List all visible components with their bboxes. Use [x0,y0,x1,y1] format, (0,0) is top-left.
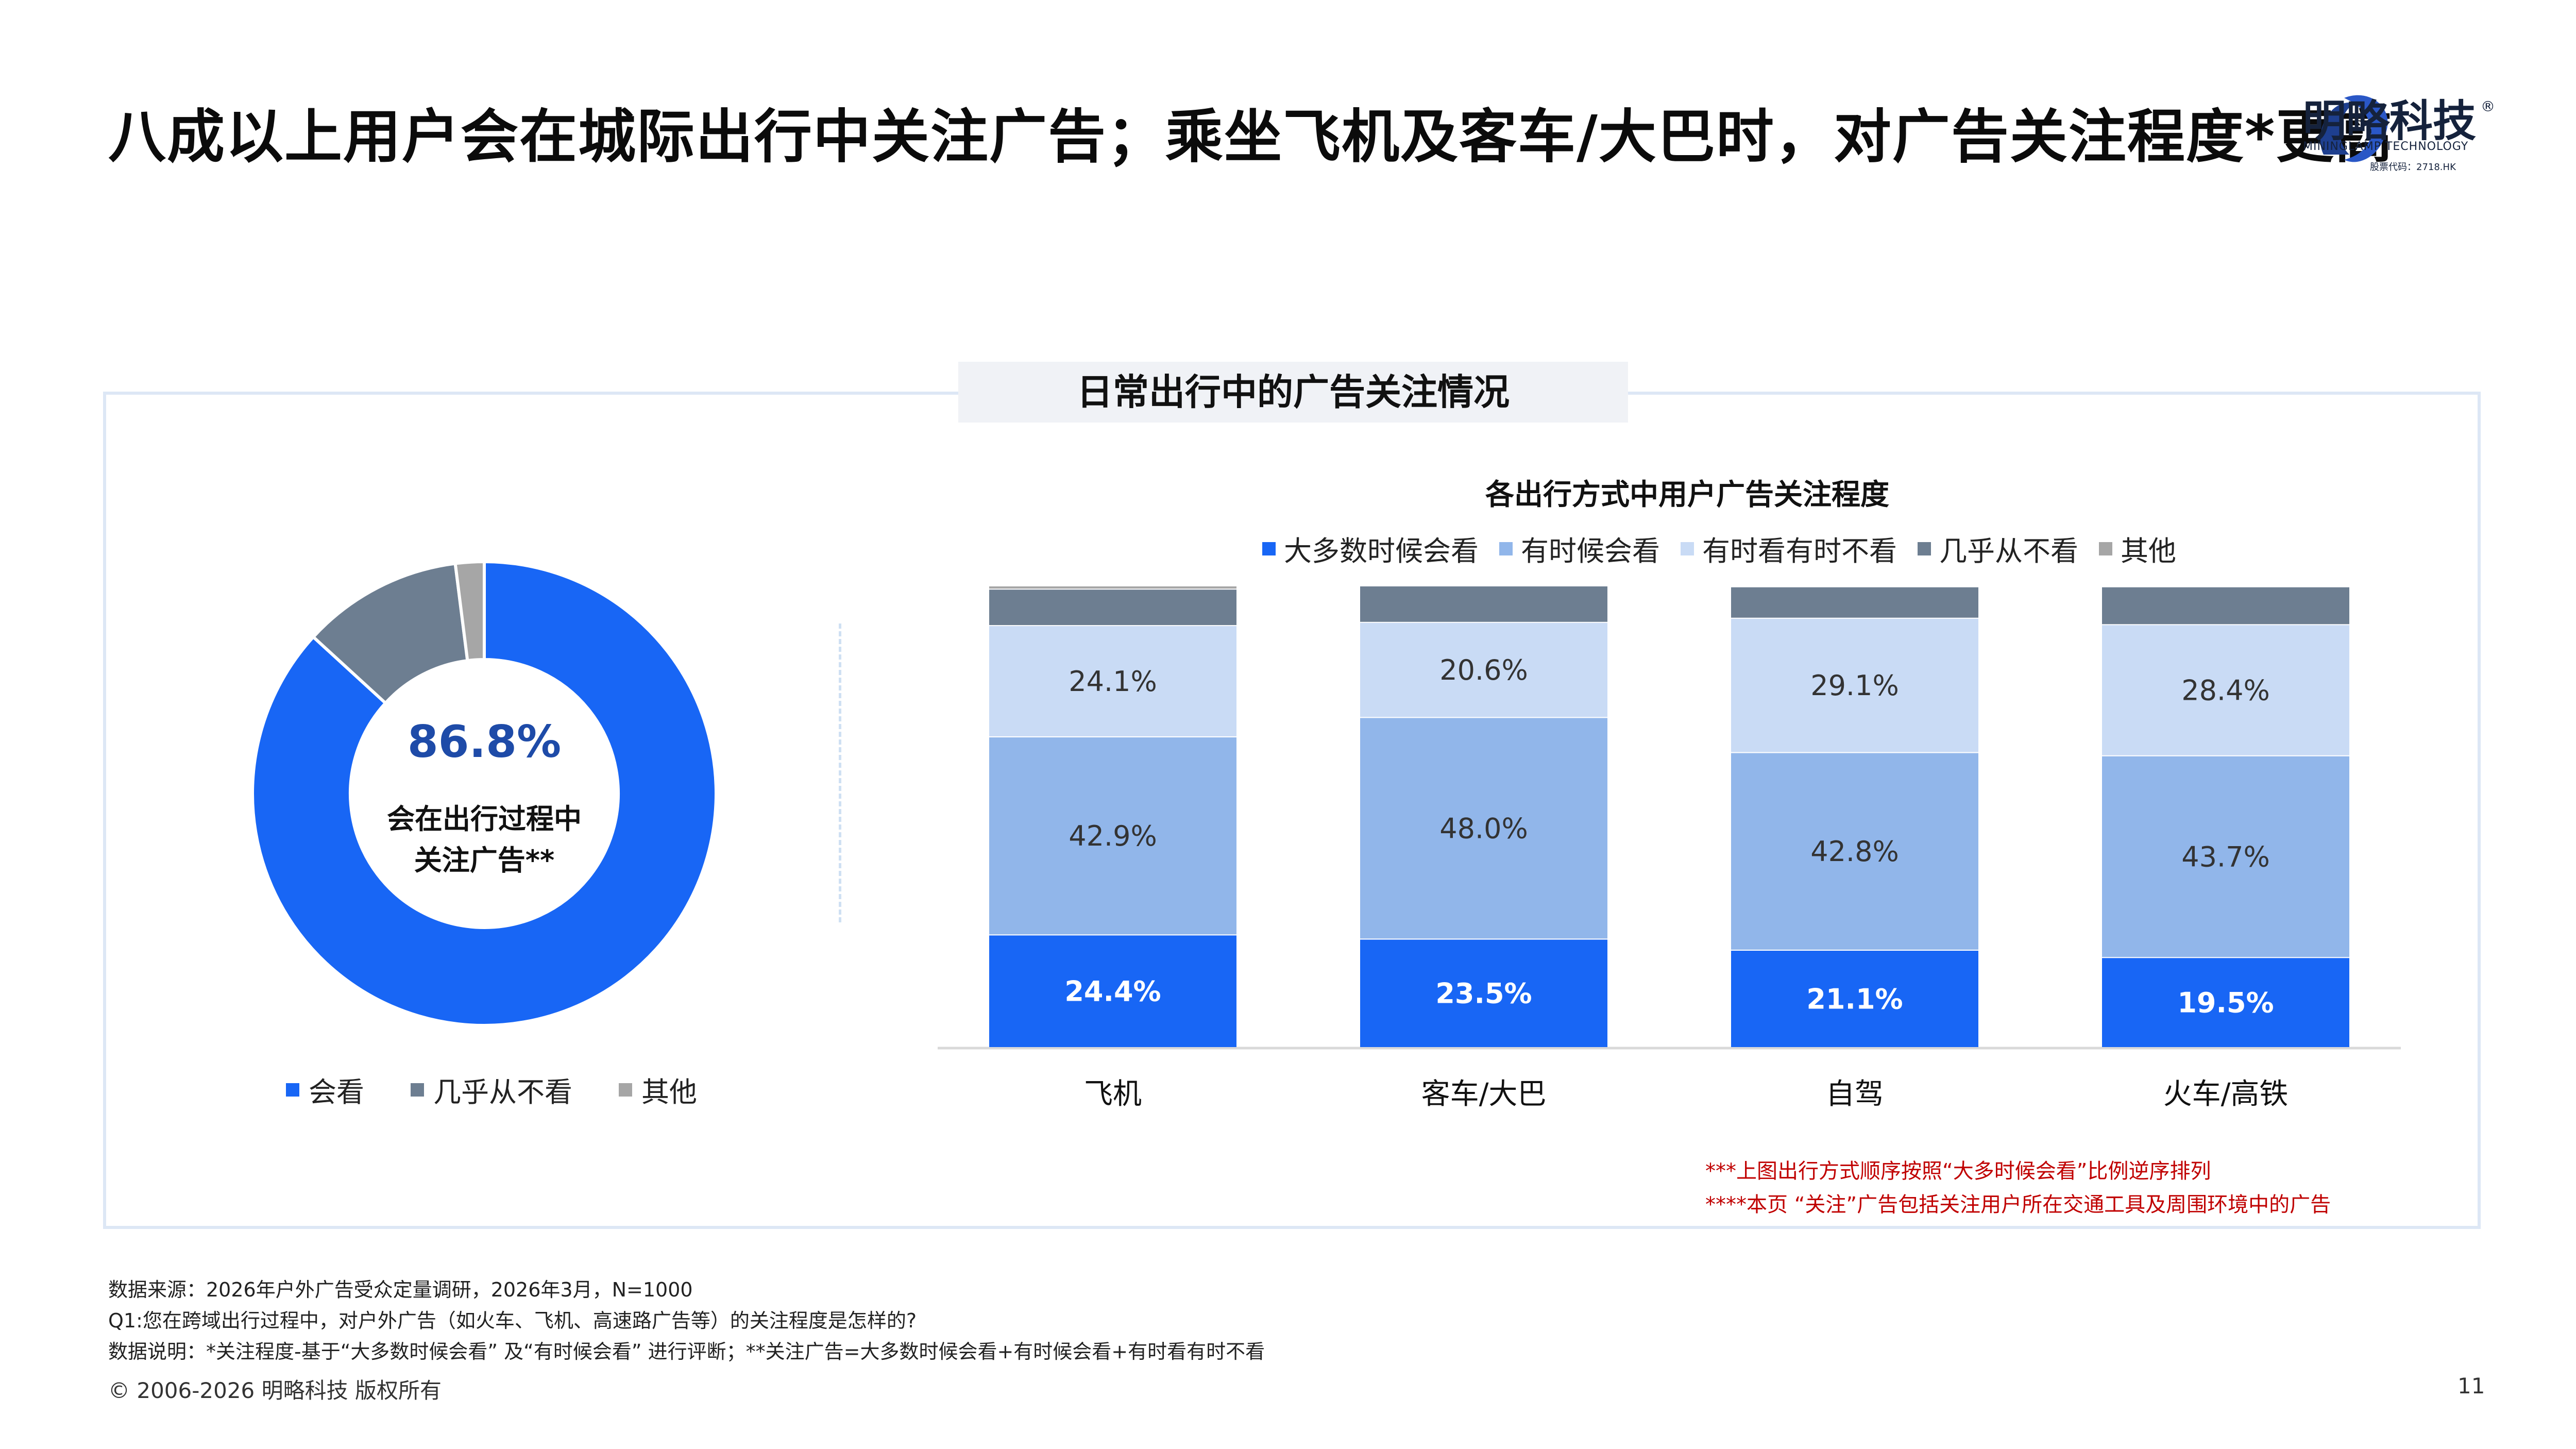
donut-legend: 会看 几乎从不看 其他 [286,1069,697,1110]
logo-text: 明略科技 [2303,96,2477,146]
x-tick-label: 飞机 [1084,1077,1142,1111]
legend-label: 有时看有时不看 [1702,535,1897,567]
bar-segment [989,934,1236,1047]
page-title: 八成以上用户会在城际出行中关注广告；乘坐飞机及客车/大巴时，对广告关注程度*更高 [108,104,2394,171]
bar-data-label: 42.9% [1069,820,1157,852]
bar-legend-item: 有时看有时不看 [1681,528,1897,569]
page-number: 11 [2458,1373,2485,1399]
legend-label: 几乎从不看 [433,1076,572,1108]
bar-legend-item: 其他 [2099,528,2176,569]
bar-segment [1731,586,1978,618]
logo-registered-mark: ® [2481,98,2495,115]
stacked-bar-chart: 24.4% 42.9% 24.1% 飞机 23.5% 48.0% 20.6% 客车/大巴 21.… [938,584,2401,1111]
bar-segment [989,588,1236,626]
legend-swatch [1918,542,1931,555]
x-tick-label: 火车/高铁 [2163,1077,2289,1111]
x-tick-label: 自驾 [1826,1077,1884,1111]
panel-title: 日常出行中的广告关注情况 [1077,371,1510,413]
footer-source: 数据来源：2026年户外广告受众定量调研，2026年3月，N=1000 [108,1278,693,1301]
donut-chart [251,560,718,1027]
legend-label: 几乎从不看 [1939,535,2078,567]
bar-data-label: 29.1% [1810,669,1899,702]
bar-chart-title: 各出行方式中用户广告关注程度 [1485,478,1889,512]
bar-segment [1360,621,1607,717]
donut-legend-item: 会看 [286,1069,364,1110]
bar-segment [989,585,1236,589]
bar-segment [2102,586,2349,625]
bar-legend-item: 几乎从不看 [1918,528,2078,569]
bar-segment [1360,938,1607,1047]
legend-label: 其他 [641,1076,697,1108]
bar-data-label: 21.1% [1806,983,1903,1015]
legend-swatch [1681,542,1694,555]
bar-segment [989,736,1236,935]
bar-segment [2102,755,2349,957]
logo-icon [2320,95,2388,162]
bar-segment [1731,949,1978,1047]
legend-label: 有时候会看 [1521,535,1660,567]
bar-data-label: 24.1% [1069,665,1157,698]
chart-panel [103,392,2481,1229]
bar-legend-item: 大多数时候会看 [1262,528,1479,569]
bar-data-label: 28.4% [2181,674,2270,706]
footer-explain: 数据说明：*关注程度-基于“大多数时候会看” 及“有时候会看” 进行评断；**关… [108,1340,1265,1363]
legend-swatch [619,1083,632,1097]
donut-center-label: 会在出行过程中 关注广告** [330,799,639,881]
bar-data-label: 48.0% [1439,812,1528,845]
bar-segment [989,625,1236,736]
legend-swatch [1499,542,1513,555]
bar-segment [1360,717,1607,939]
x-tick-label: 客车/大巴 [1421,1077,1547,1111]
bar-segment [1360,585,1607,622]
donut-legend-item: 几乎从不看 [411,1069,572,1110]
logo-stock-code: 股票代码：2718.HK [2370,162,2456,173]
donut-legend-item: 其他 [619,1069,697,1110]
legend-swatch [411,1083,424,1097]
bar-segment [1731,752,1978,950]
bar-segment [1731,617,1978,752]
donut-slice-2 [453,560,486,663]
donut-center-value: 86.8% [407,716,562,768]
bar-legend: 大多数时候会看 有时候会看 有时看有时不看 几乎从不看 其他 [1262,528,2176,569]
bar-data-label: 23.5% [1435,978,1532,1010]
legend-swatch [2099,542,2112,555]
bar-legend-item: 有时候会看 [1499,528,1660,569]
donut-center-label-line1: 会在出行过程中 [387,803,582,835]
bar-data-label: 20.6% [1439,654,1528,686]
footer-question: Q1:您在跨域出行过程中，对户外广告（如火车、飞机、高速路广告等）的关注程度是怎… [108,1309,917,1332]
legend-label: 其他 [2121,535,2176,567]
bar-segment [2102,957,2349,1047]
bar-data-label: 24.4% [1064,975,1161,1008]
bar-data-label: 42.8% [1810,835,1899,868]
donut-center-label-line2: 关注广告** [414,844,555,877]
legend-label: 大多数时候会看 [1284,535,1479,567]
divider [839,624,841,922]
bar-segment [2102,624,2349,755]
legend-swatch [286,1083,299,1097]
bar-data-label: 43.7% [2181,841,2270,873]
bar-data-label: 19.5% [2177,987,2274,1019]
chart-note: ****本页 “关注”广告包括关注用户所在交通工具及周围环境中的广告 [1705,1193,2331,1217]
panel-title-box [958,362,1628,423]
chart-note: ***上图出行方式顺序按照“大多时候会看”比例逆序排列 [1705,1159,2211,1183]
logo-english: MININGLAMP TECHNOLOGY [2303,140,2469,153]
copyright: © 2006-2026 明略科技 版权所有 [108,1378,442,1403]
donut-slice-0 [251,560,718,1027]
legend-label: 会看 [309,1076,364,1108]
legend-swatch [1262,542,1276,555]
